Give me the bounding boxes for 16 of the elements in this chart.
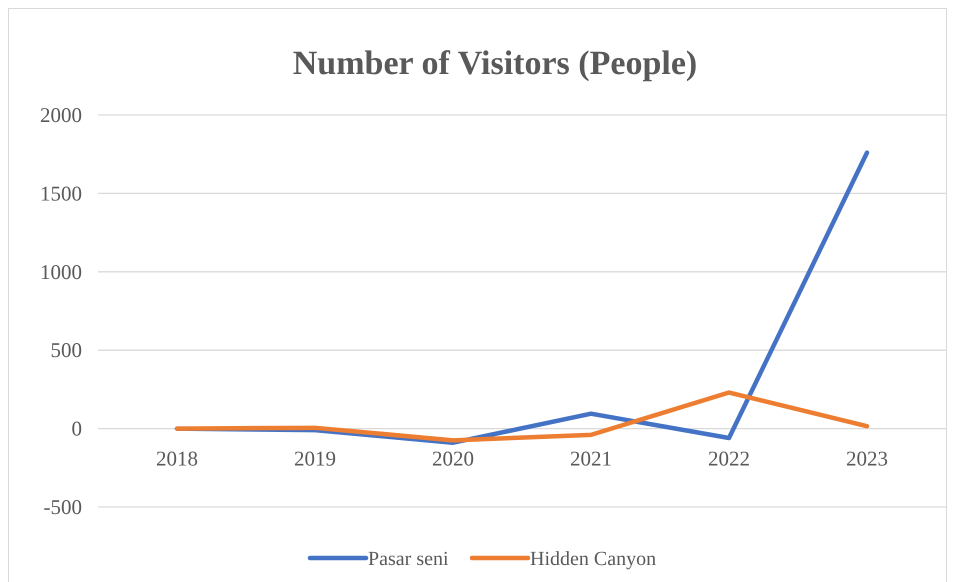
x-tick-label: 2023 bbox=[846, 446, 888, 471]
x-tick-label: 2022 bbox=[708, 446, 750, 471]
x-tick-label: 2018 bbox=[156, 446, 198, 471]
legend-label: Pasar seni bbox=[368, 548, 449, 570]
line-series bbox=[174, 390, 870, 443]
chart-title: Number of Visitors (People) bbox=[292, 45, 698, 82]
legend-label: Hidden Canyon bbox=[530, 548, 656, 570]
x-tick-label: 2021 bbox=[570, 446, 612, 471]
y-tick-label: 1000 bbox=[40, 260, 82, 284]
y-tick-label: 0 bbox=[72, 416, 82, 441]
y-tick-label: 1500 bbox=[40, 181, 82, 206]
y-tick-label: -500 bbox=[44, 495, 82, 519]
y-tick-label: 500 bbox=[50, 338, 82, 362]
y-tick-label: 2000 bbox=[40, 103, 82, 127]
x-tick-label: 2019 bbox=[294, 446, 336, 471]
x-tick-label: 2020 bbox=[432, 446, 474, 471]
